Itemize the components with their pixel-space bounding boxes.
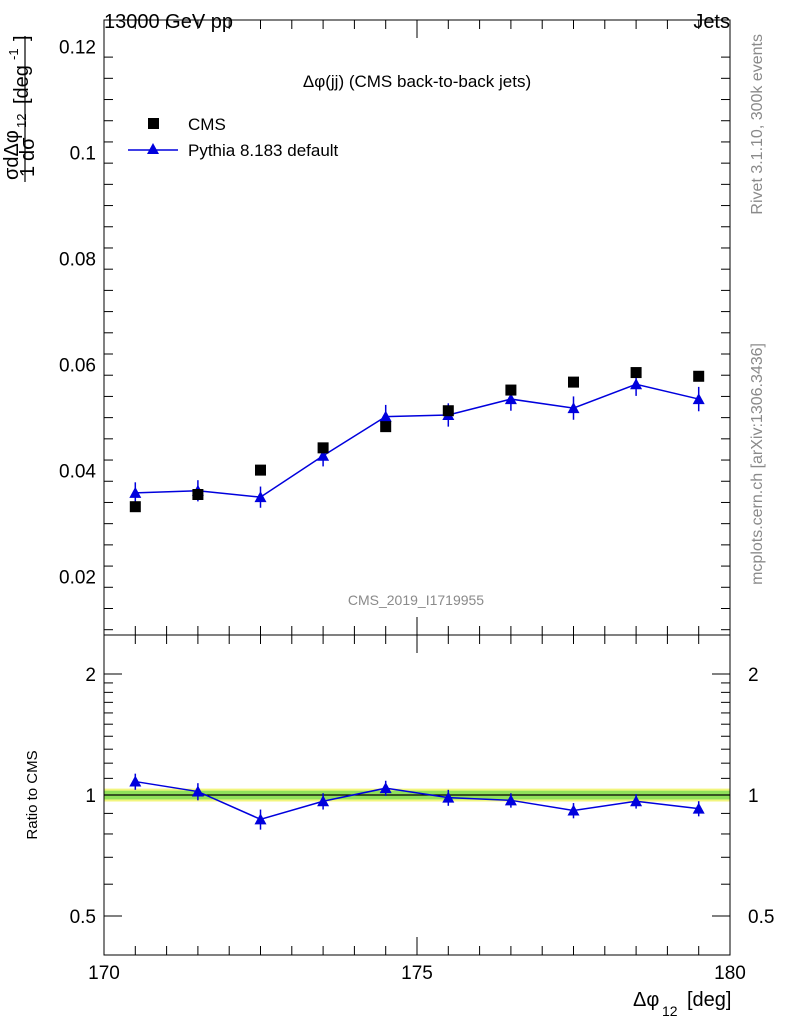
pythia-point — [504, 393, 517, 405]
main-y-tick-label: 0.12 — [59, 38, 96, 59]
y-title-fraction-denominator: σdΔφ — [1, 130, 23, 180]
ratio-y-tick-label: 2 — [85, 665, 96, 686]
ratio-point — [504, 794, 517, 806]
x-axis-title: Δφ 12 [deg] — [633, 989, 731, 1019]
x-title-symbol: Δφ — [633, 989, 659, 1011]
main-y-tick-label: 0.02 — [59, 568, 96, 589]
cms-point — [192, 489, 204, 501]
x-tick-label: 175 — [401, 963, 433, 984]
ratio-y-tick-label-right: 1 — [748, 786, 759, 807]
x-tick-label: 180 — [714, 963, 746, 984]
pythia-point — [317, 449, 330, 461]
cms-point — [442, 405, 454, 417]
y-title-unit-close: ] — [11, 35, 33, 41]
source-label: mcplots.cern.ch [arXiv:1306.3436] — [749, 343, 766, 585]
y-title-unit-exponent: -1 — [6, 48, 21, 60]
pythia-point — [567, 402, 580, 414]
x-tick-label: 170 — [88, 963, 120, 984]
cms-point — [317, 442, 329, 454]
ratio-y-tick-label-right: 2 — [748, 665, 759, 686]
process-label: Jets — [693, 11, 730, 33]
pythia-line — [135, 383, 699, 498]
main-y-tick-label: 0.04 — [59, 462, 96, 483]
y-title-fraction-1: 1 — [17, 166, 39, 177]
pythia-point — [692, 393, 705, 405]
main-panel: 0.02 0.04 0.06 0.08 0.1 0.12 — [59, 19, 731, 636]
ratio-point — [692, 802, 705, 814]
pythia-point — [129, 486, 142, 498]
y-title-fraction-dsigma: dσ — [17, 137, 39, 161]
legend-cms-label: CMS — [188, 115, 226, 134]
ratio-point — [254, 813, 267, 825]
pythia-point — [379, 410, 392, 422]
y-title-subscript: 12 — [14, 114, 29, 128]
ratio-y-tick-label: 1 — [85, 786, 96, 807]
ratio-point — [630, 795, 643, 807]
ratio-y-axis-title: Ratio to CMS — [24, 750, 41, 839]
ratio-point — [129, 775, 142, 787]
main-frame — [103, 19, 731, 636]
x-title-subscript: 12 — [662, 1003, 678, 1019]
ratio-point — [379, 782, 392, 794]
legend-pythia-marker — [147, 143, 159, 154]
cms-point — [568, 376, 579, 388]
pythia-point — [630, 378, 643, 390]
cms-point — [255, 464, 266, 476]
ratio-line — [135, 780, 699, 821]
main-title: Δφ(jj) (CMS back-to-back jets) — [303, 72, 531, 91]
main-y-tick-label: 0.1 — [70, 144, 96, 165]
ratio-point — [191, 785, 204, 797]
cms-point — [630, 367, 642, 379]
cms-point — [129, 501, 141, 513]
cms-point — [693, 370, 705, 382]
main-y-axis-title: 1 dσ σdΔφ 12 [deg -1 ] — [1, 35, 39, 182]
y-title-unit: [deg — [11, 65, 33, 104]
ratio-y-tick-label-right: 0.5 — [748, 907, 774, 928]
main-y-tick-label: 0.08 — [59, 250, 96, 271]
legend: CMS Pythia 8.183 default — [128, 115, 339, 160]
legend-pythia-label: Pythia 8.183 default — [188, 141, 339, 160]
legend-cms-marker — [148, 118, 159, 129]
energy-label: 13000 GeV pp — [104, 11, 233, 33]
ratio-panel: 170 175 180 0.5 0.5 1 1 2 2 — [70, 634, 774, 984]
main-y-tick-label: 0.06 — [59, 356, 96, 377]
ratio-point — [317, 795, 330, 807]
rivet-label: Rivet 3.1.10, 300k events — [749, 34, 766, 215]
ratio-y-tick-label: 0.5 — [70, 907, 96, 928]
cms-point — [380, 421, 392, 433]
ratio-point — [442, 791, 455, 803]
cms-point — [505, 384, 517, 396]
watermark: CMS_2019_I1719955 — [348, 592, 484, 608]
ratio-point — [567, 804, 580, 816]
x-title-unit: [deg] — [687, 989, 731, 1011]
pythia-point — [254, 491, 267, 503]
